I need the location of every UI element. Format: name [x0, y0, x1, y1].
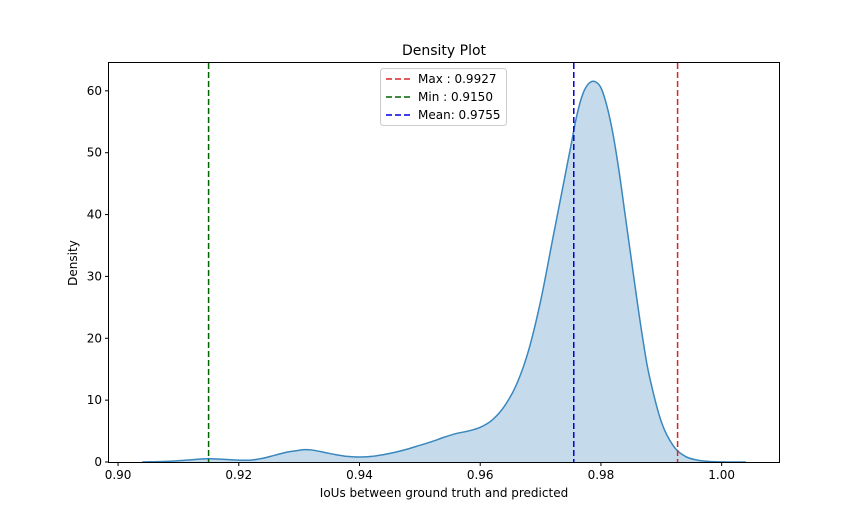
y-tick-label: 10 [87, 393, 102, 407]
y-tick-label: 60 [87, 84, 102, 98]
x-tick-label: 0.94 [346, 468, 373, 482]
legend-label: Max : 0.9927 [418, 72, 496, 86]
legend-box [380, 68, 507, 126]
y-tick-label: 0 [94, 455, 102, 469]
x-tick-label: 0.90 [105, 468, 132, 482]
y-axis-ticks: 0 10 20 30 40 50 60 [87, 84, 109, 469]
x-tick-label: 1.00 [708, 468, 735, 482]
y-tick-label: 50 [87, 146, 102, 160]
y-tick-label: 30 [87, 269, 102, 283]
legend-label: Mean: 0.9755 [418, 108, 501, 122]
x-tick-label: 0.92 [225, 468, 252, 482]
legend-label: Min : 0.9150 [418, 90, 493, 104]
kde-fill-area [142, 81, 746, 463]
y-tick-label: 40 [87, 208, 102, 222]
y-tick-label: 20 [87, 331, 102, 345]
plot-area [108, 62, 780, 463]
legend: Max : 0.9927 Min : 0.9150 Mean: 0.9755 [380, 68, 507, 126]
x-axis-ticks: 0.90 0.92 0.94 0.96 0.98 1.00 [105, 462, 735, 482]
kde-curve [142, 80, 746, 463]
chart-title: Density Plot [402, 43, 487, 59]
x-tick-label: 0.96 [467, 468, 494, 482]
x-axis-label: IoUs between ground truth and predicted [320, 486, 568, 500]
y-axis-label: Density [66, 240, 80, 286]
legend-entries: Max : 0.9927 Min : 0.9150 Mean: 0.9755 [386, 72, 501, 122]
axes-frame [108, 62, 780, 463]
reference-lines [207, 63, 679, 462]
x-tick-label: 0.98 [588, 468, 615, 482]
